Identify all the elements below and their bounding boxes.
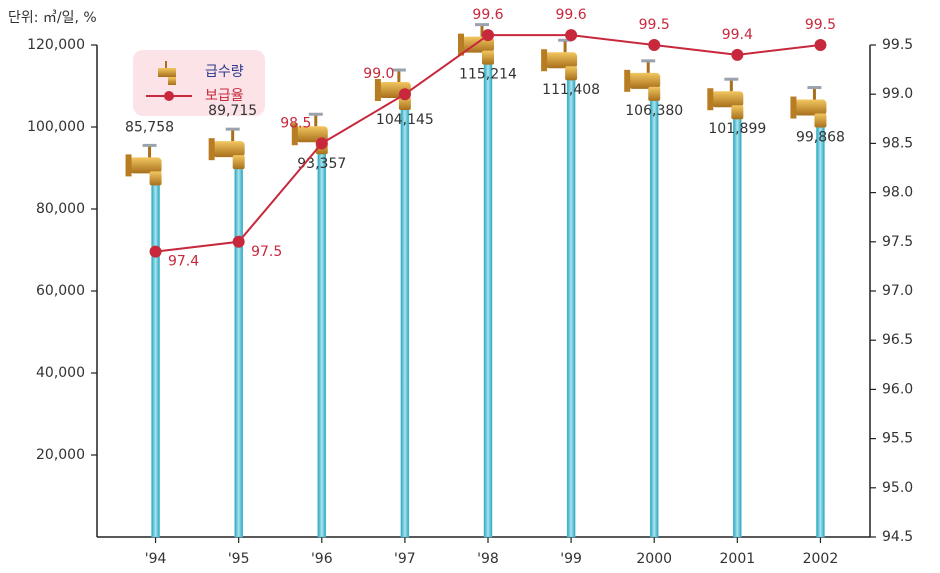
bar-value-label: 99,868 <box>796 130 845 146</box>
water-bar <box>400 109 410 538</box>
faucet-flange <box>624 69 631 92</box>
rate-marker <box>149 245 162 258</box>
bar-value-label: 93,357 <box>297 156 346 172</box>
water-bar <box>483 64 493 538</box>
faucet-flange <box>125 154 132 177</box>
legend-icon <box>158 61 176 85</box>
faucet-body <box>711 91 744 108</box>
faucet-body <box>628 72 661 89</box>
water-bar <box>234 168 243 538</box>
x-tick-label: '95 <box>228 551 250 567</box>
faucet-spout <box>565 66 578 81</box>
faucet-body <box>794 99 827 116</box>
faucet-flange <box>208 138 215 161</box>
faucet-body <box>545 52 578 69</box>
x-tick-label: '97 <box>394 551 416 567</box>
water-bar <box>566 79 576 538</box>
water-bar <box>151 185 160 538</box>
y-tick-label: 20,000 <box>36 447 85 463</box>
y2-tick-label: 95.5 <box>882 431 913 447</box>
faucet <box>208 127 245 170</box>
line-value-label: 98.5 <box>280 115 311 131</box>
x-tick-label: 2001 <box>720 551 756 567</box>
y-tick-label: 120,000 <box>27 37 85 53</box>
rate-marker <box>232 235 245 248</box>
y2-tick-label: 94.5 <box>882 529 913 545</box>
y-tick-label: 60,000 <box>36 283 85 299</box>
faucet-spout <box>814 113 827 128</box>
bar-value-label: 104,145 <box>376 112 434 128</box>
y2-tick-label: 96.5 <box>882 332 913 348</box>
faucet-spout <box>648 86 661 101</box>
y2-tick-label: 95.0 <box>882 480 913 496</box>
faucet <box>624 59 661 101</box>
y2-tick-label: 99.5 <box>882 37 913 53</box>
line-value-label: 99.0 <box>363 66 394 82</box>
water-bar <box>649 100 659 538</box>
water-bar <box>733 118 742 538</box>
faucet-flange <box>291 123 298 146</box>
faucet <box>790 86 827 128</box>
x-tick-label: '94 <box>145 551 167 567</box>
faucet <box>125 143 162 186</box>
legend-marker <box>164 91 174 101</box>
faucet <box>707 77 744 120</box>
rate-marker <box>648 39 661 51</box>
faucet-flange <box>707 88 714 111</box>
bar-value-label: 85,758 <box>125 119 174 135</box>
faucet-flange <box>374 79 381 102</box>
legend-label: 보급율 <box>205 88 244 104</box>
faucet-flange <box>790 96 797 119</box>
y2-tick-label: 98.5 <box>882 135 913 151</box>
y2-tick-label: 99.0 <box>882 86 913 102</box>
faucet <box>541 38 578 81</box>
faucet-flange <box>458 33 464 56</box>
faucet-body <box>212 141 245 158</box>
line-value-label: 99.6 <box>472 7 503 23</box>
line-value-label: 99.4 <box>722 27 753 43</box>
y2-tick-label: 98.0 <box>882 185 913 201</box>
faucet-body <box>129 157 162 174</box>
faucet-spout <box>149 171 162 186</box>
faucet-spout <box>482 50 494 65</box>
y2-tick-label: 96.0 <box>882 381 913 397</box>
y2-tick-label: 97.0 <box>882 283 913 299</box>
legend-label: 급수량 <box>205 64 244 80</box>
faucet-spout <box>232 155 245 170</box>
faucet-spout <box>398 96 411 111</box>
rate-marker <box>482 29 494 42</box>
rate-marker <box>398 88 411 101</box>
x-tick-label: '96 <box>311 551 333 567</box>
rate-marker <box>814 39 827 51</box>
x-tick-label: 2002 <box>803 551 839 567</box>
line-value-label: 97.4 <box>168 254 199 270</box>
y-tick-label: 40,000 <box>36 365 85 381</box>
x-tick-label: 2000 <box>636 551 672 567</box>
unit-label: 단위: ㎥/일, % <box>8 10 97 26</box>
bar-value-label: 89,715 <box>208 103 257 119</box>
x-tick-label: '98 <box>477 551 499 567</box>
rate-marker <box>731 48 744 61</box>
line-value-label: 97.5 <box>251 244 282 260</box>
y2-tick-label: 97.5 <box>882 234 913 250</box>
bar-value-label: 115,214 <box>459 67 517 83</box>
y-tick-label: 80,000 <box>36 201 85 217</box>
line-value-label: 99.5 <box>805 17 836 33</box>
rate-marker <box>565 29 578 42</box>
bar-value-label: 101,899 <box>708 121 766 137</box>
faucet-spout <box>731 105 744 120</box>
bar-value-label: 106,380 <box>625 103 683 119</box>
rate-marker <box>315 137 328 150</box>
bar-value-label: 111,408 <box>542 82 600 98</box>
water-bar <box>317 153 327 538</box>
line-value-label: 99.6 <box>556 7 587 23</box>
water-bar <box>816 127 825 538</box>
x-tick-label: '99 <box>560 551 582 567</box>
line-value-label: 99.5 <box>639 17 670 33</box>
y-tick-label: 100,000 <box>27 119 85 135</box>
faucet-flange <box>541 49 548 72</box>
